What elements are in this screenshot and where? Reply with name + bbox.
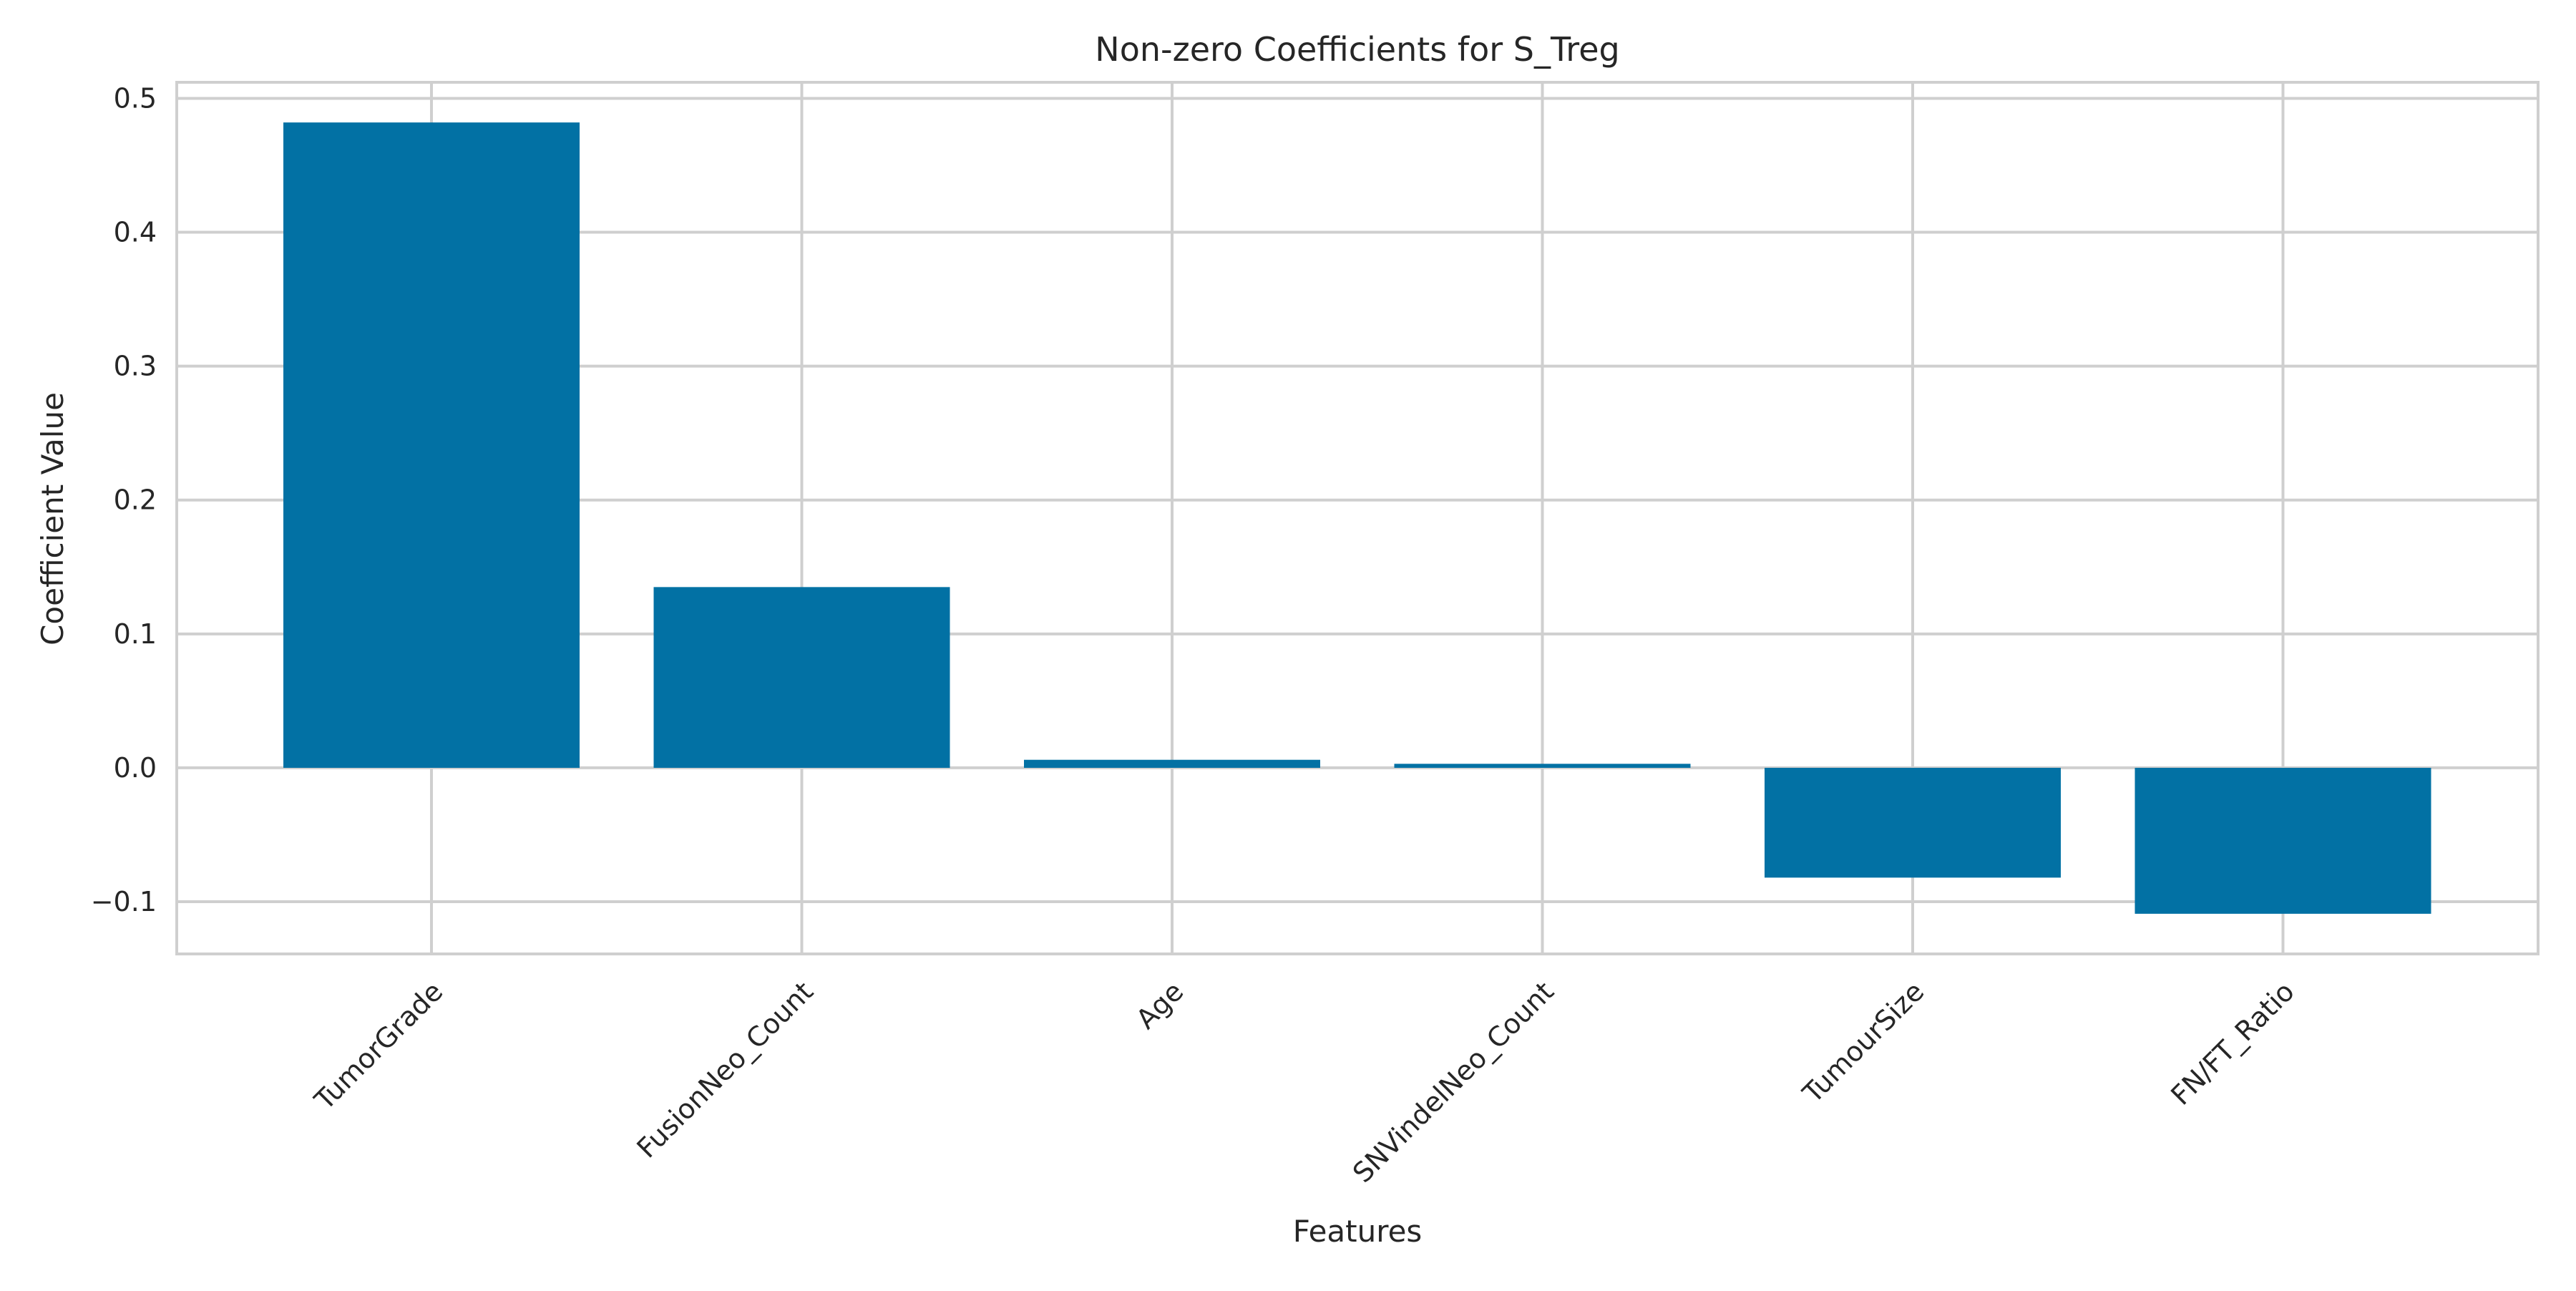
y-tick-label: 0.4 <box>114 217 157 248</box>
y-tick-label: −0.1 <box>91 886 157 917</box>
x-tick-label: TumourSize <box>1796 975 1930 1109</box>
bar-snvindelneo-count <box>1394 764 1691 768</box>
x-tick-label: Age <box>1130 975 1189 1035</box>
x-tick-label: FusionNeo_Count <box>630 975 819 1164</box>
plot-frame <box>175 81 2540 955</box>
x-tick-label: FN/FT_Ratio <box>2165 975 2301 1111</box>
y-tick-label: 0.0 <box>114 752 157 784</box>
y-axis-title: Coefficient Value <box>35 392 70 646</box>
bar-fusionneo-count <box>653 587 950 768</box>
bar-age <box>1024 759 1320 768</box>
x-tick-label: SNVindelNeo_Count <box>1347 975 1560 1189</box>
x-axis-title: Features <box>1293 1214 1423 1249</box>
bars <box>283 122 2431 914</box>
y-tick-label: 0.1 <box>114 618 157 650</box>
chart-title: Non-zero Coefficients for S_Treg <box>1095 30 1619 69</box>
x-tick-labels: TumorGrade FusionNeo_Count Age SNVindelNeo_… <box>308 975 2301 1189</box>
x-tick-label: TumorGrade <box>308 975 449 1116</box>
y-tick-label: 0.3 <box>114 351 157 382</box>
bar-fn-ft-ratio <box>2135 767 2431 914</box>
y-tick-label: 0.2 <box>114 484 157 516</box>
bar-tumoursize <box>1765 767 2061 878</box>
y-tick-labels: −0.1 0.0 0.1 0.2 0.3 0.4 0.5 <box>91 82 157 917</box>
bar-tumorgrade <box>283 122 580 768</box>
y-tick-label: 0.5 <box>114 82 157 114</box>
